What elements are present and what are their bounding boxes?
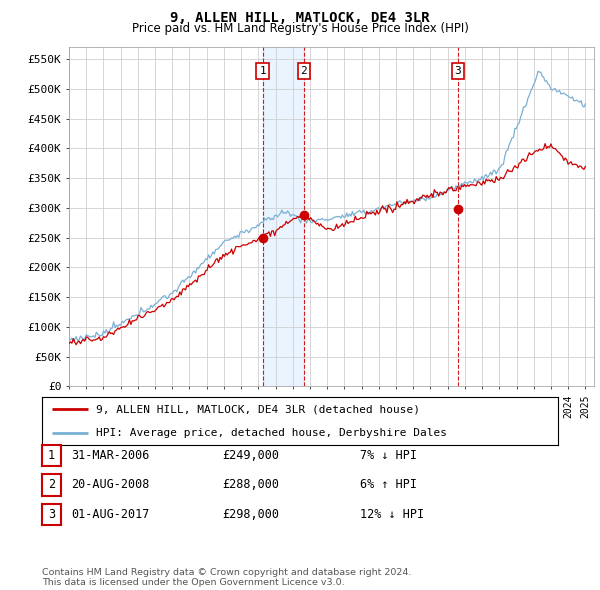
Text: 3: 3 bbox=[48, 508, 55, 521]
Text: 9, ALLEN HILL, MATLOCK, DE4 3LR (detached house): 9, ALLEN HILL, MATLOCK, DE4 3LR (detache… bbox=[96, 404, 420, 414]
Text: 12% ↓ HPI: 12% ↓ HPI bbox=[360, 508, 424, 521]
Text: 3: 3 bbox=[454, 66, 461, 76]
Text: 2: 2 bbox=[48, 478, 55, 491]
Text: Contains HM Land Registry data © Crown copyright and database right 2024.
This d: Contains HM Land Registry data © Crown c… bbox=[42, 568, 412, 587]
Text: HPI: Average price, detached house, Derbyshire Dales: HPI: Average price, detached house, Derb… bbox=[96, 428, 447, 438]
Text: £288,000: £288,000 bbox=[222, 478, 279, 491]
Text: 1: 1 bbox=[259, 66, 266, 76]
Text: 1: 1 bbox=[48, 449, 55, 462]
Text: Price paid vs. HM Land Registry's House Price Index (HPI): Price paid vs. HM Land Registry's House … bbox=[131, 22, 469, 35]
Text: 7% ↓ HPI: 7% ↓ HPI bbox=[360, 449, 417, 462]
Text: 20-AUG-2008: 20-AUG-2008 bbox=[71, 478, 149, 491]
Text: £298,000: £298,000 bbox=[222, 508, 279, 521]
Bar bbox=[263, 47, 304, 386]
Text: 6% ↑ HPI: 6% ↑ HPI bbox=[360, 478, 417, 491]
Text: 2: 2 bbox=[301, 66, 307, 76]
Text: £249,000: £249,000 bbox=[222, 449, 279, 462]
Text: 01-AUG-2017: 01-AUG-2017 bbox=[71, 508, 149, 521]
Text: 9, ALLEN HILL, MATLOCK, DE4 3LR: 9, ALLEN HILL, MATLOCK, DE4 3LR bbox=[170, 11, 430, 25]
Text: 31-MAR-2006: 31-MAR-2006 bbox=[71, 449, 149, 462]
